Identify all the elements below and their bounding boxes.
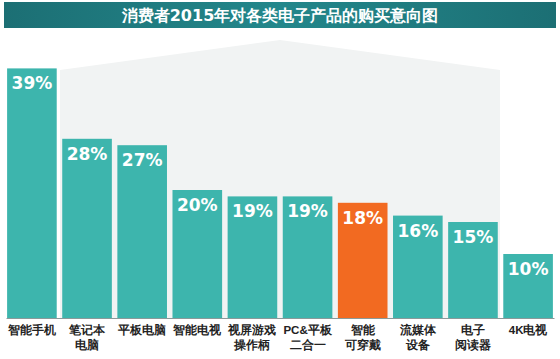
x-tick: 笔记本电脑 [68, 318, 106, 351]
x-tick-label-line: 智能电视 [172, 323, 222, 336]
background [0, 0, 560, 359]
bar [393, 216, 443, 318]
x-tick-label: 流媒体设备 [399, 323, 437, 350]
x-tick-label: 4K电视 [509, 323, 549, 336]
x-tick: 智能电视 [172, 318, 222, 336]
x-tick: 电子阅读器 [455, 318, 491, 352]
data-label: 28% [67, 144, 108, 164]
background-shape [60, 40, 500, 318]
x-tick-label-line: 电子 [461, 323, 485, 336]
x-tick-label-line: 阅读器 [455, 338, 491, 352]
x-tick: 4K电视 [509, 318, 549, 336]
data-label: 15% [453, 227, 494, 247]
title-banner [4, 2, 556, 28]
x-tick-label-line: 电脑 [75, 338, 99, 351]
x-tick-label: 平板电脑 [117, 323, 166, 336]
x-tick-label: 智能可穿戴 [344, 323, 381, 350]
bar [338, 203, 388, 318]
bar [228, 196, 278, 318]
x-tick-label-line: 笔记本 [68, 323, 106, 336]
x-tick-label-line: PC&平板 [283, 324, 332, 336]
bar [283, 196, 333, 318]
x-tick: 智能可穿戴 [344, 318, 381, 351]
chart: 消费者2015年对各类电子产品的购买意向图 39% 28% 27% 20% 19% 19% 1… [0, 0, 560, 359]
data-label: 20% [177, 195, 218, 215]
x-tick: 流媒体设备 [399, 318, 437, 351]
x-tick-label-line: 设备 [405, 338, 430, 351]
data-label: 39% [12, 73, 53, 93]
bar [448, 222, 498, 318]
bar [172, 190, 222, 318]
bar [117, 145, 167, 318]
x-tick: PC&平板二合一 [283, 318, 332, 351]
x-tick-label-line: 智能 [350, 323, 375, 336]
x-tick-label-line: 视屏游戏 [227, 323, 276, 336]
x-tick-label: 智能电视 [172, 323, 222, 336]
x-tick-label-line: 操作柄 [233, 339, 270, 351]
bar [62, 139, 112, 318]
x-tick: 智能手机 [7, 318, 56, 336]
x-tick-label-line: 智能手机 [7, 323, 56, 336]
x-tick-label-line: 平板电脑 [117, 323, 166, 336]
title: 消费者2015年对各类电子产品的购买意向图 [121, 6, 439, 25]
x-tick-label: 视屏游戏操作柄 [227, 323, 276, 350]
data-labels: 39% 28% 27% 20% 19% 19% 18% 16% 15% 10% [12, 73, 549, 279]
x-tick-label-line: 4K电视 [509, 323, 549, 336]
x-axis: 智能手机笔记本电脑平板电脑智能电视视屏游戏操作柄PC&平板二合一智能可穿戴流媒体… [7, 318, 555, 352]
x-tick-label: 笔记本电脑 [68, 323, 106, 350]
data-label: 19% [287, 201, 328, 221]
x-tick-label: 电子阅读器 [455, 323, 491, 351]
x-tick-label: 智能手机 [7, 323, 56, 336]
x-tick-label-line: 二合一 [290, 338, 326, 351]
bar [503, 254, 553, 318]
data-label: 27% [122, 150, 163, 170]
x-tick: 视屏游戏操作柄 [227, 318, 276, 351]
data-label: 16% [397, 221, 438, 241]
x-tick: 平板电脑 [117, 318, 166, 336]
data-label: 10% [508, 259, 549, 279]
bar [7, 68, 57, 318]
data-label: 18% [342, 208, 383, 228]
x-tick-label-line: 可穿戴 [344, 338, 381, 351]
x-axis-line [7, 318, 555, 319]
x-tick-label: PC&平板二合一 [283, 324, 332, 350]
bars [7, 68, 553, 318]
x-tick-label-line: 流媒体 [399, 323, 437, 337]
data-label: 19% [232, 201, 273, 221]
